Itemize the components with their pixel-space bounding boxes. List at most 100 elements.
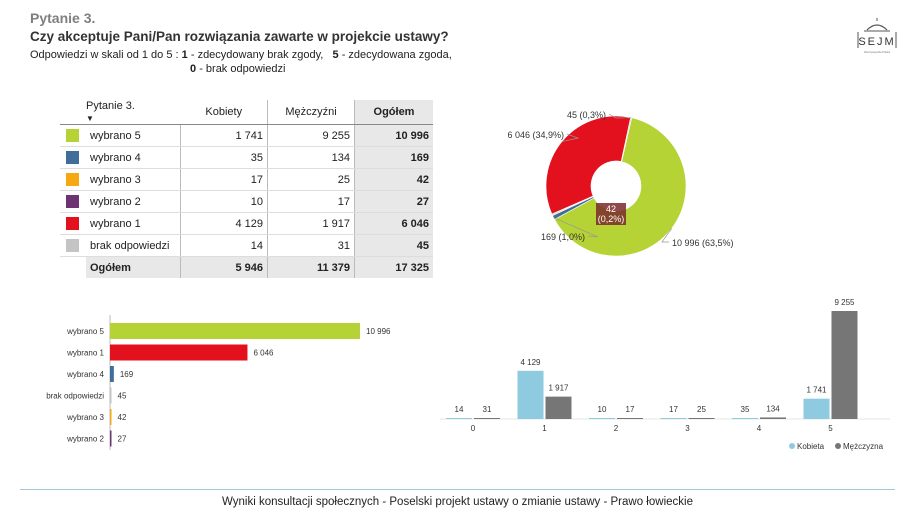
table-header-row: Pytanie 3. ▼ Kobiety Mężczyźni Ogółem (60, 100, 433, 125)
scale-legend-0: 0 - brak odpowiedzi (190, 63, 285, 75)
donut-label-3-value: 42 (606, 204, 616, 214)
scale-0-text: - brak odpowiedzi (199, 63, 286, 75)
color-swatch (60, 190, 86, 213)
row-women: 10 (180, 190, 268, 213)
table-row: wybrano 2 10 17 27 (60, 190, 433, 213)
donut-leader-line (661, 228, 673, 243)
row-total: 169 (354, 146, 433, 169)
vbar-value-label: 17 (626, 405, 635, 414)
hbar-category-label: wybrano 4 (66, 370, 104, 379)
vbar-bar-Mężczyzna (688, 418, 715, 419)
hbar-value-label: 6 046 (253, 349, 274, 358)
row-men: 31 (267, 234, 355, 257)
vbar-category-label: 1 (542, 424, 547, 433)
scale-prefix: Odpowiedzi w skali od 1 do 5 : (30, 49, 179, 61)
donut-leader-line (553, 217, 599, 238)
row-total: 10 996 (354, 124, 433, 147)
color-swatch (60, 168, 86, 191)
row-men: 17 (267, 190, 355, 213)
vbar-bar-Kobieta (732, 418, 758, 419)
row-women: 35 (180, 146, 268, 169)
vbar-bar-Mężczyzna (474, 418, 500, 419)
hbar-bar (110, 409, 112, 425)
vbar-category-label: 5 (828, 424, 833, 433)
row-label: wybrano 5 (86, 124, 181, 147)
row-label: wybrano 4 (86, 146, 181, 169)
row-women: 14 (180, 234, 268, 257)
donut-leader-line (608, 113, 632, 119)
legend-marker (835, 443, 841, 449)
logo-subtitle: Rzeczpospolita Polska (864, 50, 891, 54)
hbar-bar (110, 323, 360, 339)
legend-label: Kobieta (797, 442, 825, 451)
hbar-bar (110, 387, 112, 404)
sum-total: 17 325 (354, 256, 433, 278)
scale-0-key: 0 (190, 63, 197, 75)
sejm-emblem-icon: SEJM Rzeczpospolita Polska (857, 18, 897, 54)
legend-label: Mężczyzna (843, 442, 884, 451)
hbar-category-label: brak odpowiedzi (46, 392, 104, 401)
row-women: 1 741 (180, 124, 268, 147)
row-men: 9 255 (267, 124, 355, 147)
donut-label-0: 45 (0,3%) (567, 110, 606, 120)
header-question[interactable]: Pytanie 3. ▼ (60, 100, 181, 125)
sum-women: 5 946 (180, 256, 268, 278)
row-label: wybrano 2 (86, 190, 181, 213)
logo-text: SEJM (858, 36, 895, 48)
color-swatch (60, 124, 86, 147)
sort-arrow-icon[interactable]: ▼ (86, 114, 94, 123)
hbar-value-label: 169 (120, 370, 134, 379)
row-total: 45 (354, 234, 433, 257)
color-swatch (60, 146, 86, 169)
donut-label-3-pct: (0,2%) (598, 214, 625, 224)
row-men: 134 (267, 146, 355, 169)
scale-1-text: - zdecydowany brak zgody, (190, 49, 324, 61)
vbar-value-label: 1 917 (548, 384, 569, 393)
vbar-value-label: 17 (669, 405, 678, 414)
donut-leader-line (561, 133, 580, 143)
hbar-category-label: wybrano 5 (66, 327, 104, 336)
row-total: 27 (354, 190, 433, 213)
donut-label-5: 10 996 (63,5%) (672, 238, 734, 248)
hbar-bar (110, 430, 112, 447)
footer-text: Wyniki konsultacji społecznych - Poselsk… (222, 496, 693, 508)
vbar-category-label: 3 (685, 424, 690, 433)
hbar-value-label: 27 (118, 435, 127, 444)
vbar-bar-Kobieta (517, 370, 544, 419)
hbar-category-label: wybrano 1 (66, 349, 104, 358)
table-row: brak odpowiedzi 14 31 45 (60, 234, 433, 257)
row-label: brak odpowiedzi (86, 234, 181, 257)
vbar-value-label: 25 (697, 405, 706, 414)
hbar-category-label: wybrano 3 (66, 413, 104, 422)
table-row: wybrano 4 35 134 169 (60, 146, 433, 169)
footer-divider (20, 489, 895, 490)
row-label: wybrano 3 (86, 168, 181, 191)
vbar-bar-Mężczyzna (617, 418, 643, 419)
color-swatch (60, 234, 86, 257)
row-women: 4 129 (180, 212, 268, 235)
vbar-category-label: 0 (471, 424, 476, 433)
donut-slice-5 (554, 117, 687, 257)
vbar-value-label: 35 (741, 405, 750, 414)
vbar-bar-Kobieta (446, 418, 472, 419)
vbar-value-label: 9 255 (834, 298, 855, 307)
donut-label-1: 6 046 (34,9%) (507, 130, 564, 140)
hbar-bar (110, 344, 248, 361)
header-total: Ogółem (354, 100, 433, 125)
sejm-logo: SEJM Rzeczpospolita Polska (852, 18, 902, 58)
scale-5-key: 5 (332, 49, 339, 61)
donut-label-4: 169 (1,0%) (541, 232, 585, 242)
vbar-bar-Kobieta (589, 418, 615, 419)
header-women: Kobiety (180, 100, 268, 125)
scale-1-key: 1 (181, 49, 188, 61)
vbar-value-label: 1 741 (806, 386, 827, 395)
color-swatch (60, 212, 86, 235)
row-total: 42 (354, 168, 433, 191)
row-women: 17 (180, 168, 268, 191)
scale-legend: Odpowiedzi w skali od 1 do 5 : 1 - zdecy… (30, 49, 452, 61)
horizontal-bar-chart: wybrano 5 10 996 wybrano 1 6 046 wybrano 4 16… (46, 315, 391, 450)
row-men: 1 917 (267, 212, 355, 235)
scale-5-text: - zdecydowana zgoda, (341, 49, 452, 61)
